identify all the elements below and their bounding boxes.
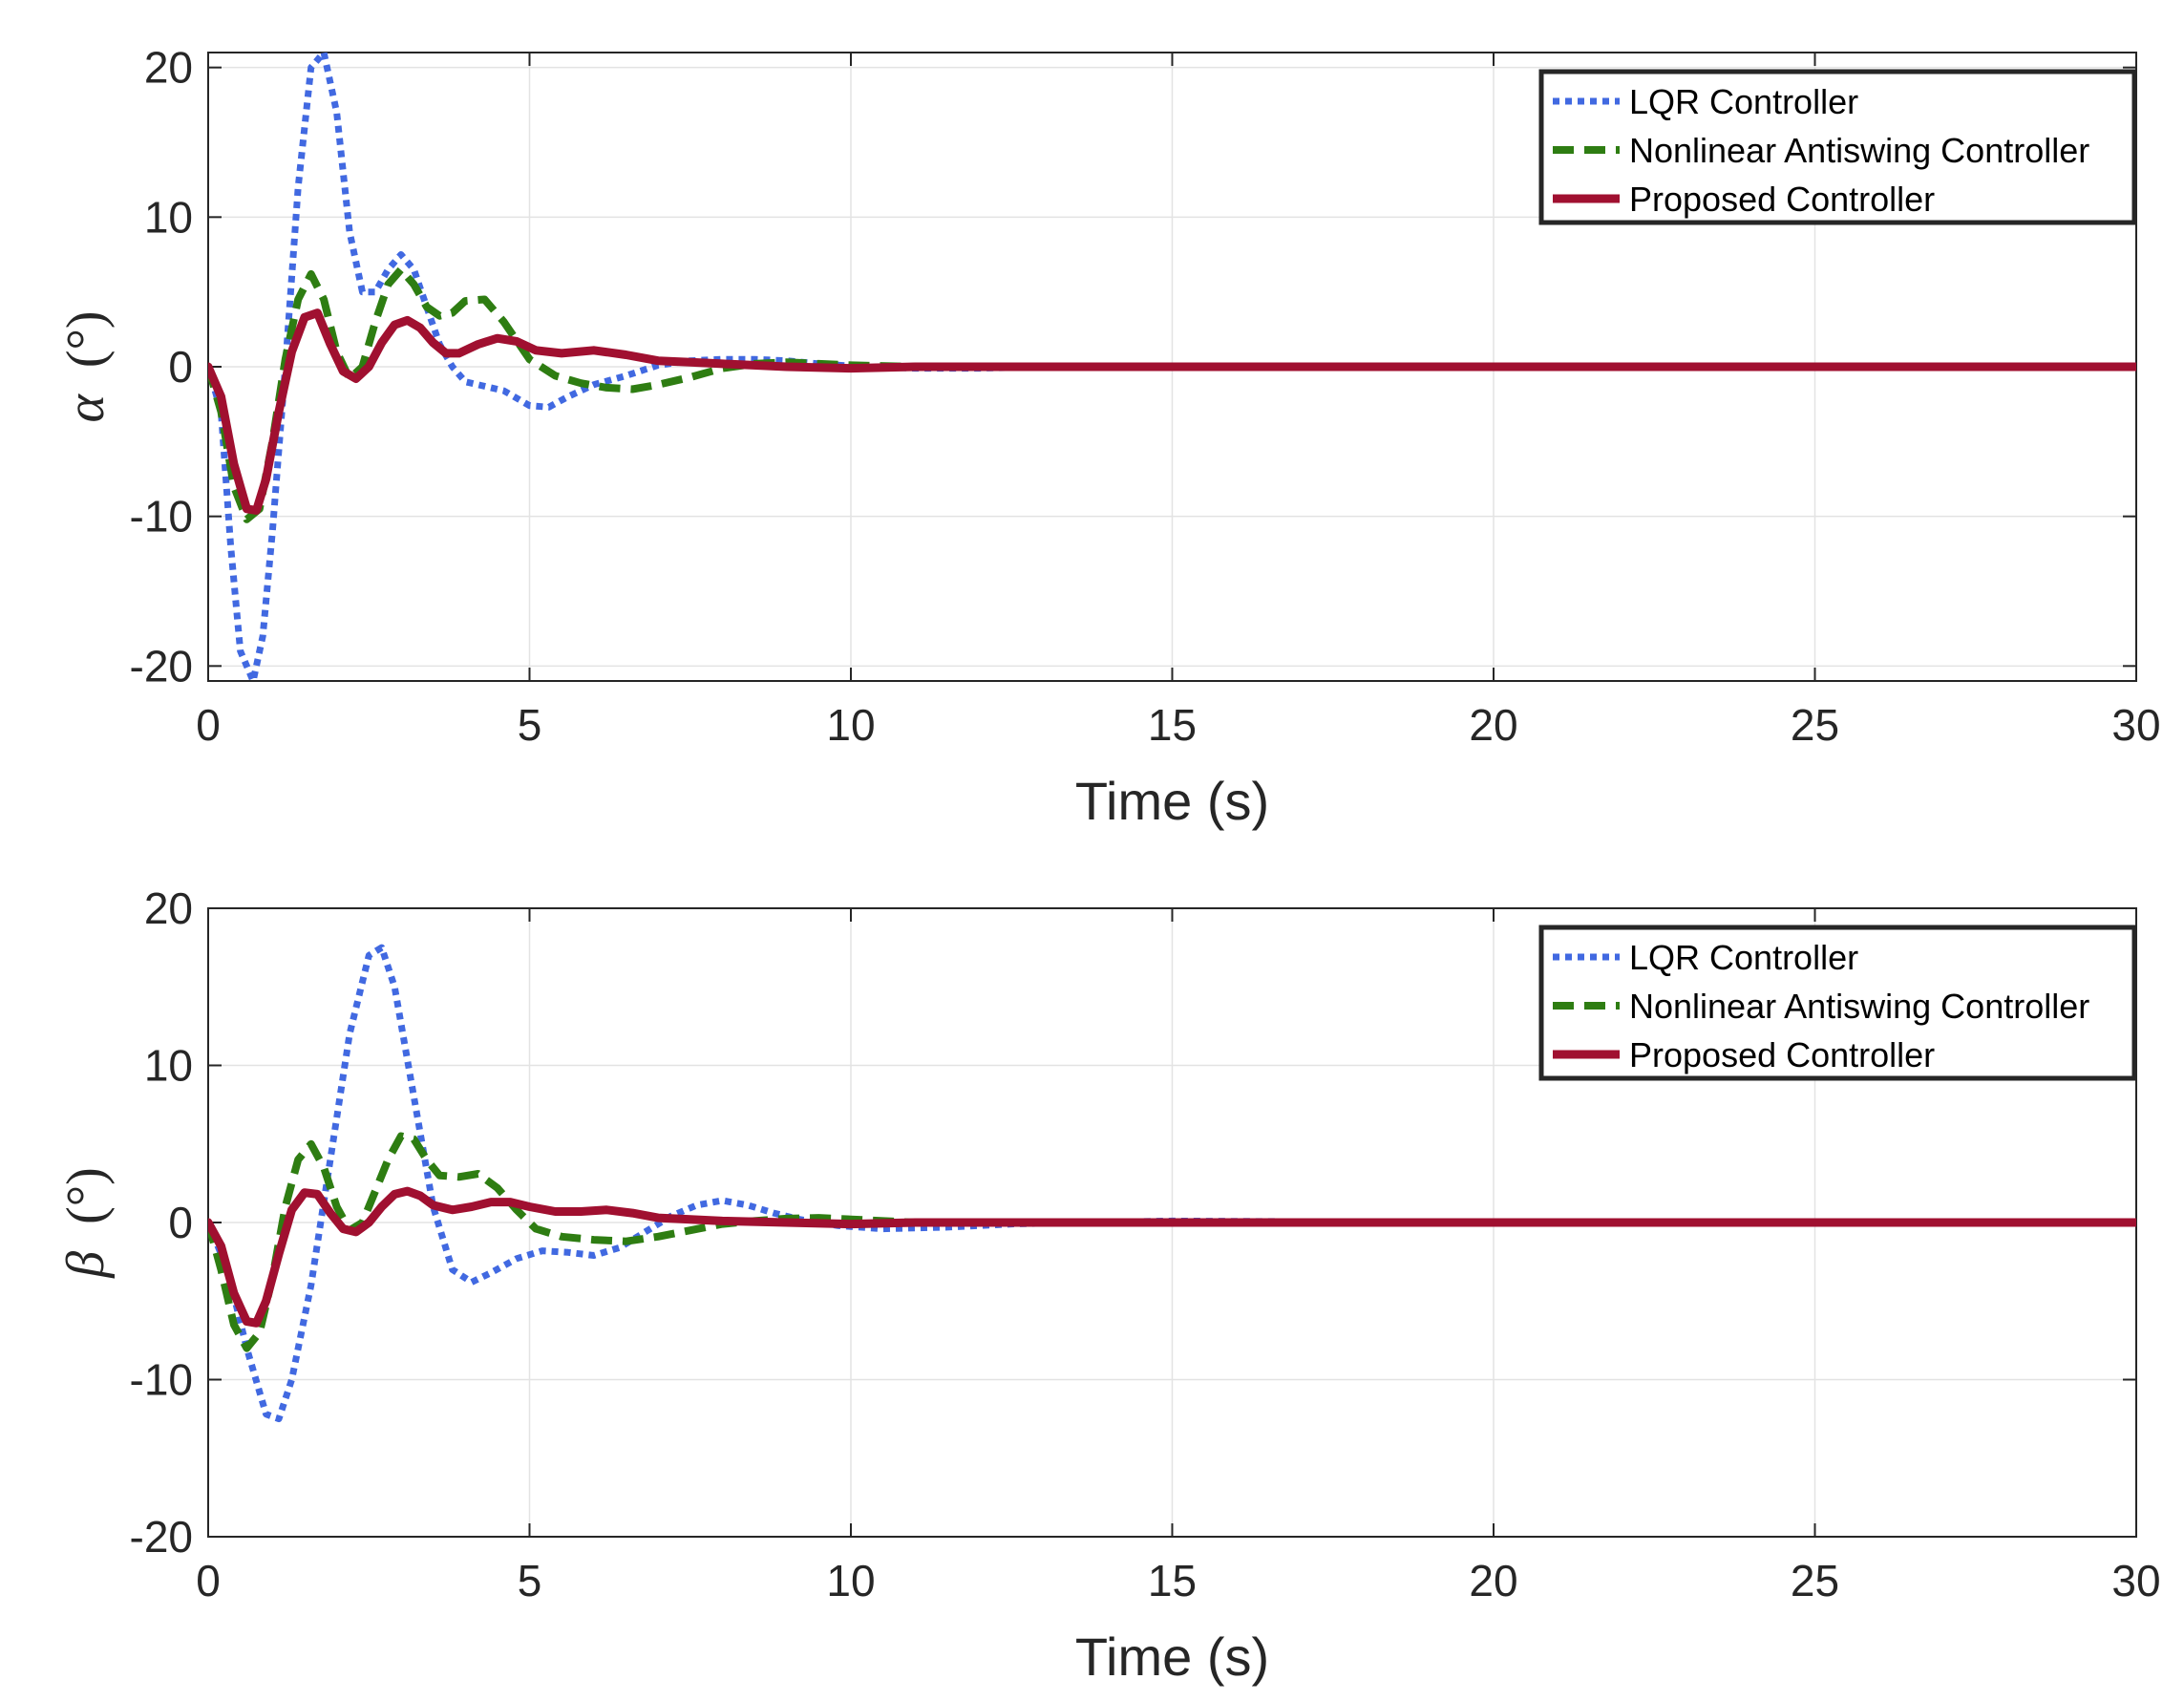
beta-x-tick-label: 10: [826, 1556, 875, 1605]
alpha-y-tick-label: 20: [144, 43, 193, 93]
alpha-legend-box: [1538, 69, 2137, 225]
alpha-x-tick-label: 5: [518, 700, 542, 750]
beta-legend: LQR Controller Nonlinear Antiswing Contro…: [1538, 925, 2137, 1081]
beta-y-tick-label: -20: [130, 1512, 193, 1562]
beta-x-tick-label: 15: [1148, 1556, 1197, 1605]
beta-y-tick-label: 10: [144, 1041, 193, 1091]
beta-y-ticks: -20 -10 0 10 20: [130, 883, 2136, 1562]
beta-y-tick-label: 20: [144, 883, 193, 933]
beta-x-axis-title: Time (s): [1075, 1627, 1269, 1687]
beta-x-tick-label: 0: [196, 1556, 221, 1605]
alpha-legend: LQR Controller Nonlinear Antiswing Contro…: [1538, 69, 2137, 225]
beta-y-tick-label: 0: [168, 1198, 193, 1247]
beta-legend-box: [1538, 925, 2137, 1081]
alpha-legend-label-2: Proposed Controller: [1629, 180, 1935, 219]
svg-text:β (°): β (°): [56, 1167, 116, 1279]
alpha-y-ticks: -20 -10 0 10 20: [130, 43, 2136, 691]
beta-x-tick-label: 5: [518, 1556, 542, 1605]
beta-legend-label-1: Nonlinear Antiswing Controller: [1629, 987, 2089, 1026]
beta-y-axis-title: β (°): [56, 1167, 116, 1279]
alpha-legend-label-0: LQR Controller: [1629, 82, 1858, 121]
beta-x-tick-label: 20: [1469, 1556, 1517, 1605]
beta-legend-label-0: LQR Controller: [1629, 938, 1858, 977]
alpha-y-tick-label: -10: [130, 492, 193, 542]
beta-series-line-1: [208, 1132, 2136, 1352]
beta-series-line-2: [208, 1186, 2136, 1328]
alpha-x-axis-title: Time (s): [1075, 771, 1269, 831]
alpha-x-tick-label: 10: [826, 700, 875, 750]
alpha-x-tick-label: 15: [1148, 700, 1197, 750]
alpha-y-axis-symbol: α: [56, 393, 116, 423]
alpha-x-tick-label: 25: [1791, 700, 1839, 750]
beta-x-ticks: 0 5 10 15 20 25 30: [196, 908, 2161, 1605]
alpha-y-axis-unit: (°): [56, 310, 116, 368]
beta-y-axis-unit: (°): [56, 1167, 116, 1224]
beta-series: [208, 944, 2136, 1423]
alpha-y-axis-title: α (°): [56, 310, 116, 422]
alpha-y-tick-label: 10: [144, 192, 193, 242]
alpha-x-tick-label: 20: [1469, 700, 1517, 750]
alpha-y-tick-label: 0: [168, 342, 193, 392]
alpha-series: [208, 53, 2136, 681]
alpha-x-tick-label: 30: [2111, 700, 2160, 750]
svg-text:α (°): α (°): [56, 310, 116, 422]
beta-y-axis-symbol: β: [56, 1251, 116, 1279]
alpha-x-ticks: 0 5 10 15 20 25 30: [196, 53, 2161, 750]
alpha-y-tick-label: -20: [130, 641, 193, 691]
alpha-x-tick-label: 0: [196, 700, 221, 750]
beta-x-tick-label: 30: [2111, 1556, 2160, 1605]
beta-legend-label-2: Proposed Controller: [1629, 1035, 1935, 1074]
alpha-series-line-2: [208, 308, 2136, 515]
beta-series-line-0: [208, 944, 2136, 1423]
beta-x-tick-label: 25: [1791, 1556, 1839, 1605]
beta-y-tick-label: -10: [130, 1355, 193, 1405]
alpha-legend-label-1: Nonlinear Antiswing Controller: [1629, 131, 2089, 170]
